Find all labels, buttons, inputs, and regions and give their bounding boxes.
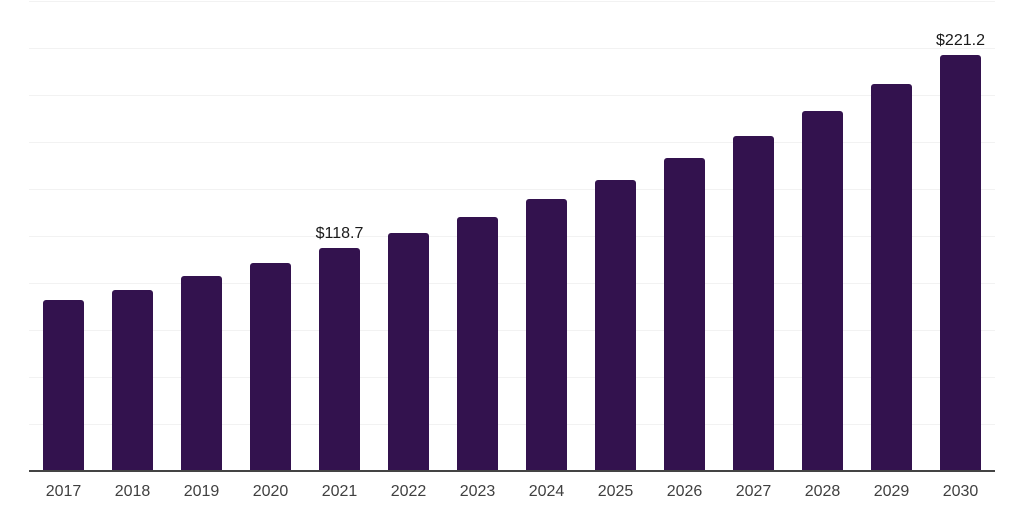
- bar-2021: [319, 247, 360, 471]
- value-label-2021: $118.7: [315, 224, 364, 242]
- gridline: [29, 236, 995, 237]
- bar-2020: [250, 262, 291, 471]
- gridline: [29, 142, 995, 143]
- x-axis-line: [29, 470, 995, 472]
- x-tick-label-2027: 2027: [735, 483, 772, 500]
- bar-2018: [112, 289, 153, 471]
- x-tick-label-2020: 2020: [252, 483, 289, 500]
- x-tick-label-2022: 2022: [390, 483, 427, 500]
- x-tick-label-2030: 2030: [942, 483, 979, 500]
- bar-2029: [871, 84, 912, 471]
- bar-2028: [802, 111, 843, 471]
- bar-2026: [664, 157, 705, 471]
- x-tick-label-2029: 2029: [873, 483, 910, 500]
- bar-2025: [595, 179, 636, 471]
- x-tick-label-2018: 2018: [114, 483, 151, 500]
- x-tick-label-2028: 2028: [804, 483, 841, 500]
- x-tick-label-2021: 2021: [321, 483, 358, 500]
- x-tick-label-2026: 2026: [666, 483, 703, 500]
- gridline: [29, 95, 995, 96]
- gridline: [29, 1, 995, 2]
- bar-2024: [526, 198, 567, 471]
- bar-2027: [733, 136, 774, 471]
- plot-area: $118.7 $221.2: [29, 1, 995, 472]
- x-tick-label-2025: 2025: [597, 483, 634, 500]
- gridline: [29, 330, 995, 331]
- x-tick-label-2023: 2023: [459, 483, 496, 500]
- x-tick-label-2017: 2017: [45, 483, 82, 500]
- bar-2022: [388, 232, 429, 471]
- gridline: [29, 189, 995, 190]
- x-tick-label-2019: 2019: [183, 483, 220, 500]
- x-tick-label-2024: 2024: [528, 483, 565, 500]
- value-label-2030: $221.2: [936, 32, 985, 50]
- bar-2019: [181, 275, 222, 471]
- gridline: [29, 377, 995, 378]
- gridline: [29, 424, 995, 425]
- bar-2017: [43, 299, 84, 471]
- gridline: [29, 48, 995, 49]
- bar-2030: [940, 55, 981, 471]
- bar-2023: [457, 216, 498, 471]
- x-axis: 2017 2018 2019 2020 2021 2022 2023 2024 2025 2026…: [29, 482, 995, 502]
- gridline: [29, 283, 995, 284]
